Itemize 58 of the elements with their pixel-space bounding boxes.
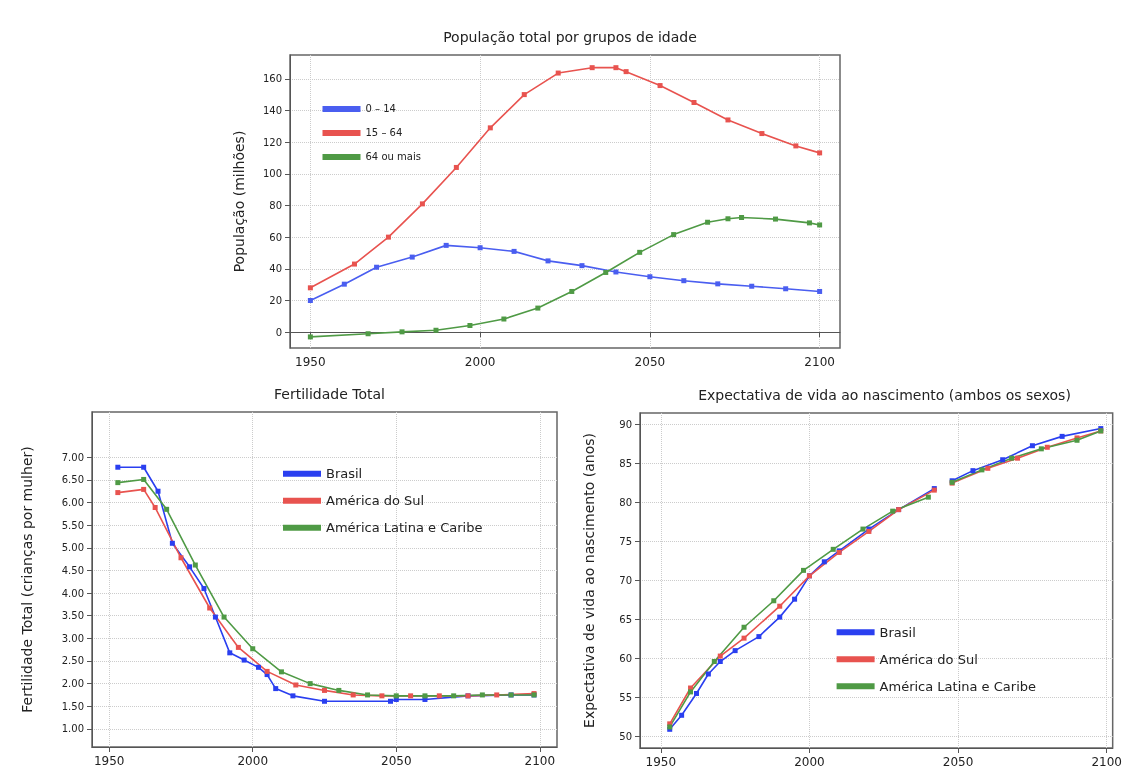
- y-tick-label: 160: [262, 73, 282, 85]
- y-tick-label: 70: [619, 575, 632, 586]
- chart-title: Expectativa de vida ao nascimento (ambos os sexos): [698, 387, 1071, 403]
- y-axis-title: Fertilidade Total (crianças por mulher): [19, 446, 35, 713]
- y-tick-label: 65: [619, 613, 632, 625]
- legend-label: América Latina e Caribe: [326, 520, 483, 536]
- y-tick-label: 4.50: [61, 564, 84, 576]
- legend-label: Brasil: [326, 466, 363, 482]
- y-tick-label: 3.50: [61, 610, 84, 622]
- y-tick-label: 4.00: [61, 587, 84, 599]
- chart-title: População total por grupos de idade: [443, 29, 697, 45]
- legend-label: América do Sul: [879, 651, 978, 667]
- y-axis-title: População (milhões): [231, 130, 247, 273]
- y-tick-label: 7.00: [61, 451, 84, 463]
- x-tick-label: 2000: [237, 754, 269, 768]
- y-tick-label: 75: [619, 536, 632, 548]
- y-tick-label: 5.50: [61, 519, 84, 531]
- y-tick-label: 80: [619, 497, 632, 509]
- y-tick-label: 60: [269, 231, 282, 243]
- x-tick-label: 1950: [93, 754, 125, 768]
- x-tick-label: 2000: [794, 755, 825, 769]
- y-tick-label: 6.00: [61, 497, 84, 509]
- y-tick-label: 90: [619, 419, 632, 431]
- y-tick-label: 6.50: [61, 474, 84, 486]
- x-tick-label: 2050: [634, 355, 666, 369]
- x-tick-label: 2100: [1091, 755, 1122, 769]
- y-tick-label: 60: [619, 652, 632, 664]
- y-tick-label: 0: [275, 326, 282, 338]
- y-tick-label: 100: [262, 168, 282, 180]
- x-tick-label: 1950: [645, 755, 677, 769]
- x-tick-label: 2100: [524, 754, 556, 768]
- legend-label: Brasil: [879, 624, 916, 640]
- legend-label: 0 – 14: [365, 103, 396, 115]
- x-tick-label: 2000: [464, 355, 496, 369]
- legend-label: 15 – 64: [365, 127, 403, 139]
- y-tick-label: 2.00: [61, 678, 84, 690]
- y-axis-title: Expectativa de vida ao nascimento (anos): [581, 433, 597, 728]
- y-tick-label: 85: [619, 458, 632, 470]
- chart-title: Fertilidade Total: [274, 386, 385, 402]
- legend-label: América do Sul: [326, 493, 425, 509]
- y-tick-label: 40: [269, 263, 282, 275]
- y-tick-label: 3.00: [61, 632, 84, 644]
- x-tick-label: 2050: [942, 755, 974, 769]
- y-tick-label: 120: [262, 136, 282, 148]
- y-tick-label: 80: [269, 199, 282, 211]
- y-tick-label: 55: [619, 691, 632, 703]
- x-tick-label: 2100: [804, 355, 835, 369]
- y-tick-label: 20: [269, 294, 282, 306]
- x-tick-label: 2050: [380, 754, 412, 768]
- y-tick-label: 1.50: [61, 700, 84, 712]
- x-tick-label: 1950: [295, 355, 326, 369]
- y-tick-label: 50: [619, 730, 632, 742]
- y-tick-label: 1.00: [61, 723, 84, 735]
- y-tick-label: 5.00: [61, 542, 84, 554]
- y-tick-label: 2.50: [61, 655, 84, 667]
- legend-label: América Latina e Caribe: [879, 678, 1037, 694]
- y-tick-label: 140: [262, 104, 282, 116]
- legend-label: 64 ou mais: [365, 151, 421, 163]
